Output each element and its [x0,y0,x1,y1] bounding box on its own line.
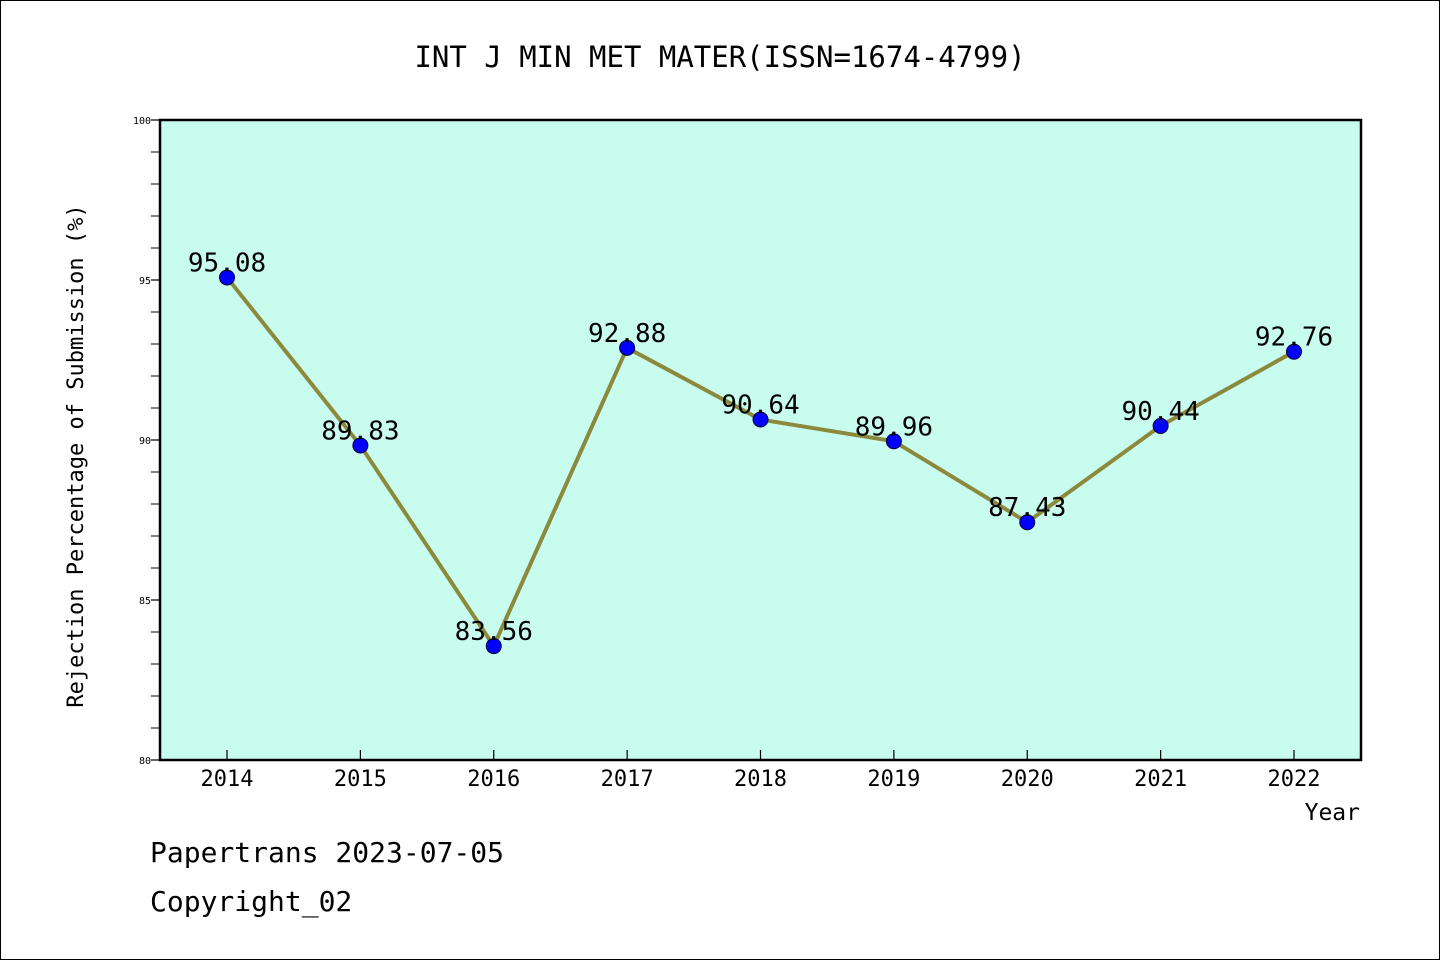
data-label: 95.08 [188,248,266,278]
data-point-marker [619,339,636,356]
data-point-marker [352,437,369,454]
y-tick-label: 85 [139,596,151,607]
x-tick-label: 2014 [201,767,254,792]
x-axis-ticks: 2014 2015 2016 2017 2018 2019 2020 2021 2022 [201,750,1321,792]
y-minor-ticks [151,151,160,729]
data-label: 89.96 [855,412,933,442]
y-axis-ticks: 80 85 90 95 100 [133,116,160,767]
data-label: 83.56 [455,617,533,647]
data-label-group: 95.08 89.83 83.56 92.88 90.64 89.96 87.43 90.44… [188,248,1333,647]
y-tick-label: 90 [139,436,151,447]
data-point-marker [485,638,502,655]
plot-border [158,118,1363,762]
footer-date: Papertrans 2023-07-05 [150,836,505,869]
data-point-marker [219,269,235,286]
data-point-marker [1286,343,1302,360]
x-tick-label: 2018 [734,767,787,792]
x-axis-label: Year [1305,800,1360,826]
data-label: 90.64 [721,391,799,421]
marker-group [219,269,1302,655]
y-tick-label: 95 [139,276,151,287]
x-tick-label: 2020 [1001,767,1054,792]
y-tick-label: 80 [139,756,151,767]
x-tick-label: 2021 [1134,767,1187,792]
data-label: 92.88 [588,319,666,349]
data-label: 89.83 [321,416,399,446]
footer-copyright: Copyright_02 [150,885,353,918]
data-label: 87.43 [988,493,1066,523]
data-point-marker [1152,417,1169,434]
data-point-marker [752,411,769,428]
data-point-marker [1019,514,1036,531]
data-label: 90.44 [1121,397,1199,427]
y-axis-label: Rejection Percentage of Submission (%) [64,204,89,707]
chart-title: INT J MIN MET MATER(ISSN=1674-4799) [414,40,1025,74]
data-point-marker [885,433,902,450]
data-label: 92.76 [1255,323,1333,353]
x-tick-label: 2019 [867,767,920,792]
y-tick-label: 100 [133,116,151,127]
x-tick-label: 2015 [334,767,387,792]
x-tick-label: 2022 [1268,767,1321,792]
x-tick-label: 2017 [601,767,654,792]
x-tick-label: 2016 [467,767,520,792]
